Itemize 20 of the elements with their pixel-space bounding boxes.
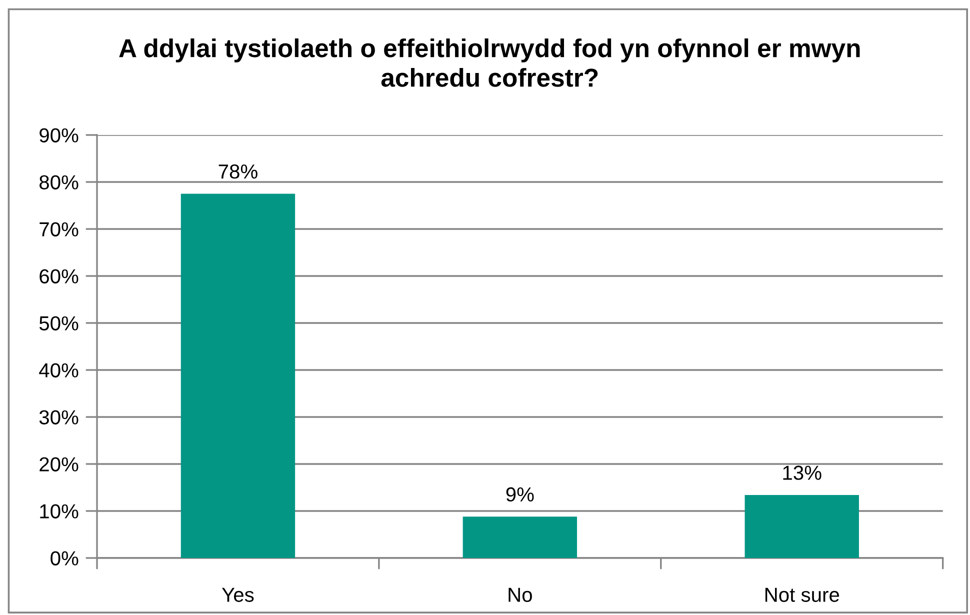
data-label: 78% bbox=[218, 164, 258, 179]
y-tick-label: 40% bbox=[39, 363, 78, 378]
x-tick-label: Yes bbox=[222, 588, 254, 602]
y-tick-label: 0% bbox=[50, 551, 78, 566]
y-tick-label: 10% bbox=[40, 504, 78, 518]
x-tick-label: No bbox=[508, 588, 532, 602]
y-tick-label: 20% bbox=[40, 457, 78, 472]
y-tick-label: 80% bbox=[40, 175, 78, 190]
y-tick-label: 70% bbox=[40, 222, 78, 236]
y-tick-label: 60% bbox=[40, 269, 78, 284]
x-tick-label: Not sure bbox=[765, 588, 840, 602]
y-tick-label: 50% bbox=[39, 316, 78, 330]
y-tick-label: 90% bbox=[40, 128, 78, 142]
bar bbox=[180, 194, 296, 558]
data-label: 9% bbox=[506, 487, 534, 502]
y-tick-label: 30% bbox=[39, 410, 78, 424]
data-label: 13% bbox=[783, 466, 822, 480]
bar bbox=[462, 516, 578, 558]
chart-title: A ddylai tystiolaeth o effeithiolrwydd fod yn ofynnol er mwyn achredu cofrestr? bbox=[119, 38, 860, 87]
bar bbox=[744, 495, 859, 558]
